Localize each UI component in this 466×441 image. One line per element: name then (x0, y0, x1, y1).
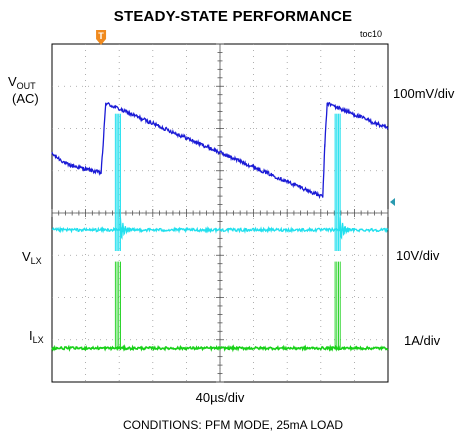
vout-label-ac: (AC) (12, 91, 39, 106)
vlx-label: VLX (22, 249, 42, 266)
vout-label-main: V (8, 74, 17, 89)
vout-scale: 100mV/div (393, 86, 455, 101)
chart-title: STEADY-STATE PERFORMANCE (113, 8, 353, 25)
trigger-marker-label: T (98, 31, 104, 41)
figure-id: toc10 (360, 29, 383, 39)
vlx-scale: 10V/div (396, 248, 440, 263)
scope-grid (51, 43, 389, 383)
ilx-label: ILX (29, 328, 44, 345)
vlx-label-sub: LX (30, 256, 42, 266)
ilx-label-main: I (29, 328, 33, 343)
channel-offset-arrow (390, 198, 395, 206)
vout-label-sub: OUT (16, 81, 36, 91)
ilx-scale: 1A/div (404, 333, 441, 348)
vout-trace (51, 101, 389, 200)
vlx-label-main: V (22, 249, 31, 264)
vlx-ringing (339, 217, 356, 240)
trigger-marker (96, 30, 107, 45)
vlx-ringing (119, 217, 136, 240)
vlx-trace (51, 225, 389, 234)
scope-markers: T (96, 30, 395, 206)
vlx-burst-envelope (334, 113, 341, 252)
scope-traces (51, 101, 389, 353)
ilx-trace (51, 343, 389, 353)
x-axis-scale: 40µs/div (195, 390, 245, 405)
vlx-burst-envelope (114, 113, 121, 252)
vout-label: VOUT (8, 74, 36, 91)
ilx-label-sub: LX (32, 335, 44, 345)
conditions-note: CONDITIONS: PFM MODE, 25mA LOAD (122, 418, 344, 432)
